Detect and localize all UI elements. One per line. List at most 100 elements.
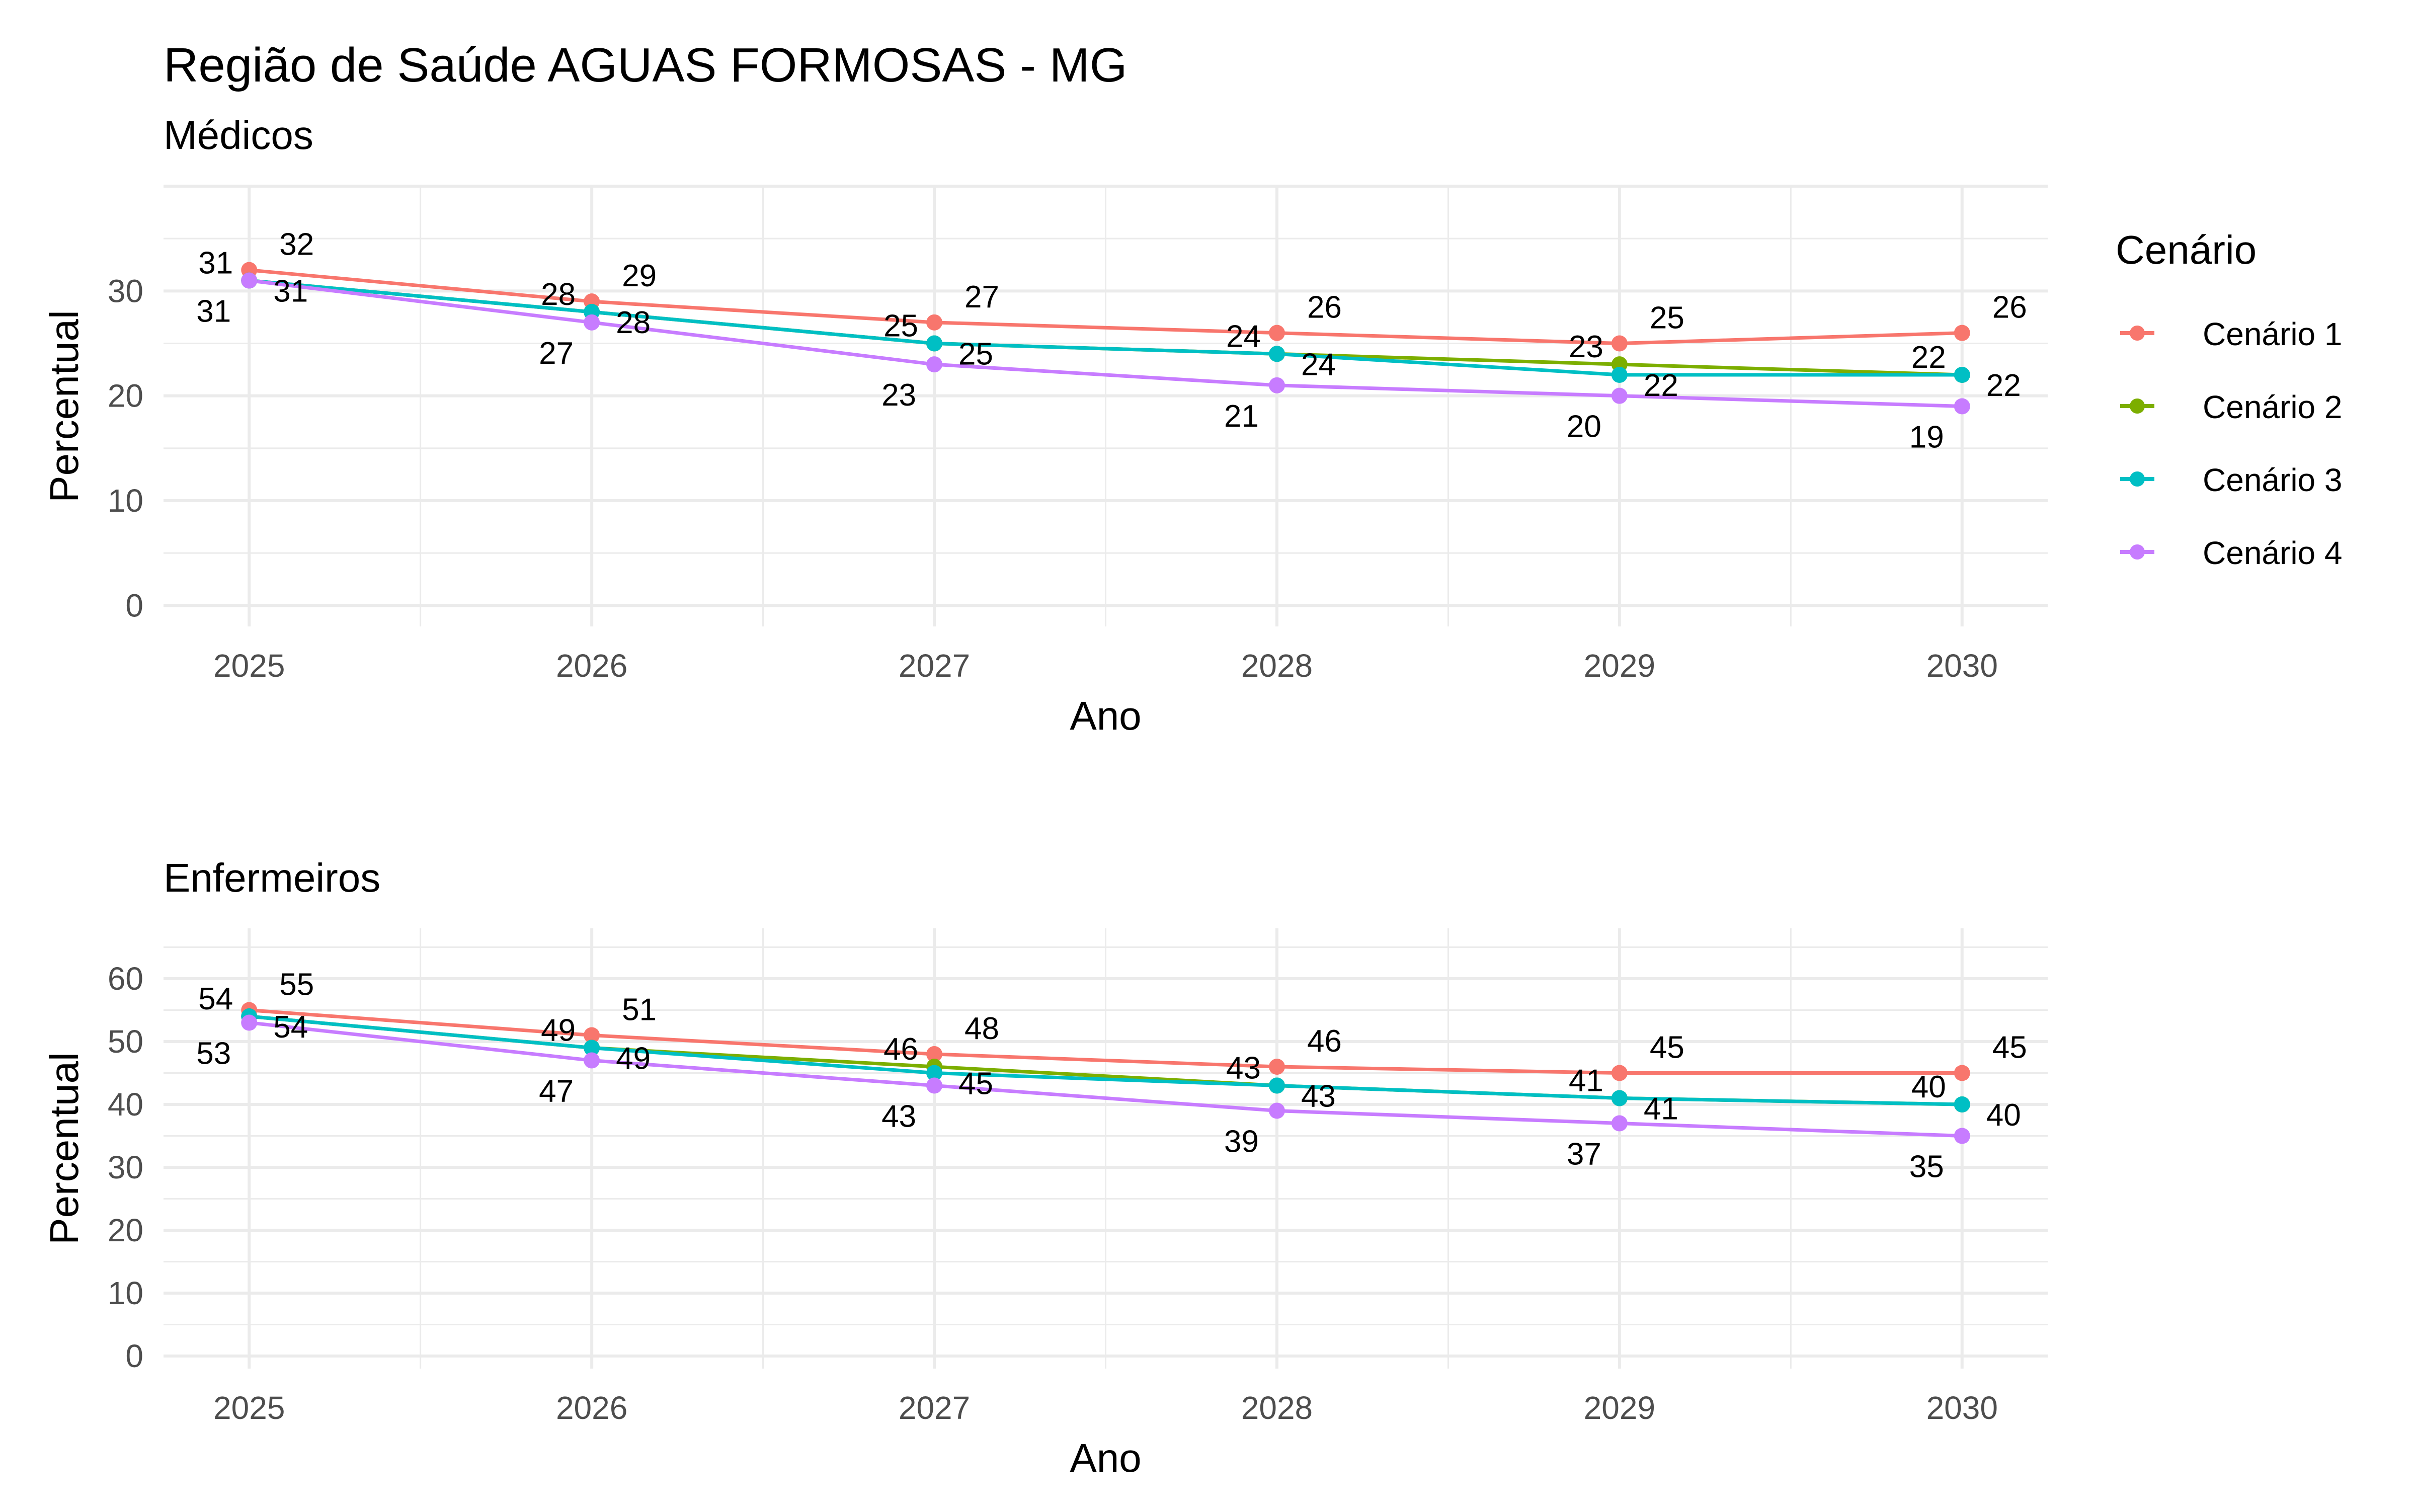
x-tick-label: 2028 [1241, 648, 1313, 684]
data-label-cenario-4: 53 [196, 1037, 231, 1071]
data-label-cenario-4: 21 [1224, 399, 1259, 434]
data-label-cenario-3: 41 [1644, 1092, 1678, 1127]
data-label-cenario-3: 40 [1986, 1098, 2021, 1133]
data-point-cenario-3 [1954, 367, 1970, 383]
data-label-cenario-2: 31 [198, 246, 233, 281]
data-point-cenario-1 [926, 1046, 943, 1062]
data-point-cenario-4 [1611, 1115, 1628, 1132]
series-line-cenario-3 [249, 1014, 1962, 1106]
data-label-cenario-1: 29 [622, 259, 657, 293]
data-label-cenario-3: 25 [958, 337, 993, 372]
data-point-cenario-3 [584, 1040, 600, 1056]
data-point-cenario-1 [1954, 1065, 1970, 1081]
legend-key-point [2130, 544, 2145, 560]
data-label-cenario-4: 27 [539, 336, 574, 371]
data-point-cenario-3 [926, 335, 943, 352]
x-tick-label: 2026 [556, 1390, 627, 1426]
data-label-cenario-1: 45 [1650, 1030, 1684, 1065]
y-tick-label: 0 [125, 587, 143, 623]
x-tick-label: 2029 [1584, 648, 1655, 684]
legend-item-cenario-2: Cenário 2 [2120, 389, 2343, 425]
series-line-cenario-4 [249, 1021, 1962, 1138]
data-point-cenario-3 [926, 1065, 943, 1081]
data-point-cenario-4 [926, 356, 943, 373]
data-label-cenario-2: 41 [1569, 1064, 1603, 1098]
data-label-cenario-4: 19 [1909, 420, 1944, 455]
legend: Cenário Cenário 1 Cenário 2 Cenário 3 Ce… [2116, 227, 2343, 571]
data-point-cenario-3 [1611, 367, 1628, 383]
x-tick-label: 2030 [1926, 1390, 1998, 1426]
y-tick-label: 60 [108, 961, 143, 997]
data-label-cenario-1: 51 [622, 993, 657, 1027]
panel-title: Enfermeiros [164, 855, 380, 900]
data-label-cenario-3: 49 [616, 1042, 651, 1076]
data-point-cenario-3 [1954, 1096, 1970, 1112]
data-point-cenario-4 [1954, 1128, 1970, 1144]
data-point-cenario-4 [1268, 1102, 1285, 1119]
data-point-cenario-1 [1268, 1059, 1285, 1075]
gridlines [164, 928, 2048, 1369]
legend-item-cenario-3: Cenário 3 [2120, 462, 2343, 498]
data-point-cenario-4 [1954, 398, 1970, 415]
y-tick-label: 30 [108, 273, 143, 309]
data-point-cenario-4 [241, 272, 258, 289]
data-point-cenario-4 [926, 1077, 943, 1094]
data-label-cenario-1: 26 [1992, 290, 2027, 325]
legend-label: Cenário 1 [2203, 316, 2343, 352]
x-tick-label: 2028 [1241, 1390, 1313, 1426]
legend-item-cenario-4: Cenário 4 [2120, 535, 2343, 571]
x-tick-label: 2025 [213, 1390, 285, 1426]
data-label-cenario-2: 43 [1226, 1051, 1261, 1086]
legend-label: Cenário 3 [2203, 462, 2343, 498]
data-label-cenario-2: 49 [541, 1013, 576, 1048]
y-axis-title: Percentual [42, 1052, 87, 1244]
legend-key-point [2130, 399, 2145, 414]
y-tick-label: 20 [108, 1212, 143, 1248]
data-label-cenario-1: 26 [1307, 290, 1342, 325]
chart-title: Região de Saúde AGUAS FORMOSAS - MG [164, 38, 1127, 92]
x-axis-title: Ano [1070, 1436, 1141, 1480]
y-tick-label: 20 [108, 378, 143, 414]
y-tick-label: 40 [108, 1086, 143, 1123]
data-label-cenario-1: 27 [964, 280, 999, 314]
data-point-cenario-1 [1954, 325, 1970, 341]
x-tick-label: 2027 [899, 648, 970, 684]
data-label-cenario-1: 32 [279, 227, 314, 262]
data-label-cenario-3: 43 [1301, 1079, 1336, 1114]
legend-key-point [2130, 471, 2145, 487]
series-line-cenario-3 [249, 279, 1962, 377]
data-point-cenario-3 [1268, 346, 1285, 362]
data-label-cenario-4: 37 [1567, 1137, 1601, 1172]
x-tick-label: 2030 [1926, 648, 1998, 684]
data-label-cenario-1: 55 [279, 968, 314, 1002]
series-line-cenario-1 [249, 268, 1962, 345]
series-line-cenario-4 [249, 279, 1962, 408]
data-point-cenario-1 [584, 1027, 600, 1044]
x-tick-label: 2025 [213, 648, 285, 684]
y-tick-label: 0 [125, 1338, 143, 1374]
data-point-cenario-1 [1611, 335, 1628, 352]
data-label-cenario-2: 23 [1569, 330, 1603, 364]
data-label-cenario-4: 35 [1909, 1150, 1944, 1184]
data-point-cenario-3 [1611, 1090, 1628, 1106]
data-label-cenario-3: 22 [1644, 368, 1678, 403]
data-point-cenario-4 [1268, 377, 1285, 393]
x-tick-label: 2029 [1584, 1390, 1655, 1426]
legend-key-point [2130, 326, 2145, 341]
y-tick-label: 10 [108, 483, 143, 519]
gridlines [164, 185, 2048, 626]
legend-title: Cenário [2116, 227, 2257, 272]
data-label-cenario-2: 54 [198, 982, 233, 1016]
y-tick-label: 50 [108, 1023, 143, 1060]
data-label-cenario-4: 31 [196, 294, 231, 329]
y-tick-label: 10 [108, 1275, 143, 1311]
data-point-cenario-4 [1611, 387, 1628, 404]
data-label-cenario-2: 28 [541, 277, 576, 312]
y-tick-label: 30 [108, 1149, 143, 1185]
data-point-cenario-4 [584, 1052, 600, 1069]
data-label-cenario-4: 20 [1567, 410, 1601, 444]
legend-item-cenario-1: Cenário 1 [2120, 316, 2343, 352]
data-point-cenario-3 [1268, 1077, 1285, 1094]
